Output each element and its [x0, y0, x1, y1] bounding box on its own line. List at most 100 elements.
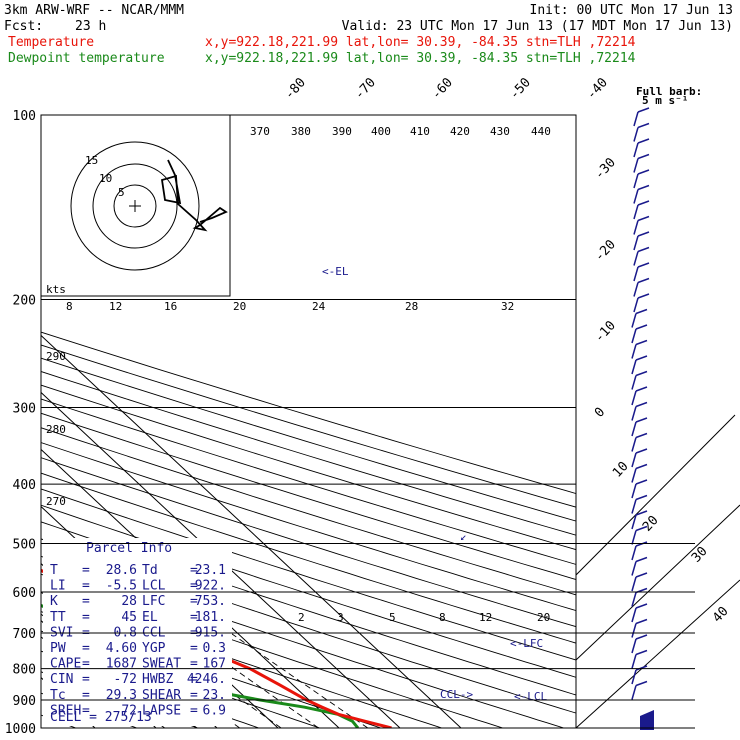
wind-barb-flag [635, 634, 648, 640]
wind-barb-flag [637, 169, 650, 175]
isotherm [41, 391, 401, 728]
parcel-value2: 0.3 [203, 641, 226, 656]
isotherm-label: -60 [429, 75, 456, 102]
parcel-eq: = [82, 563, 90, 578]
wind-barb-flag [637, 293, 650, 299]
scale-12: 12 [109, 300, 122, 313]
parcel-key: T [50, 563, 58, 578]
theta-370: 370 [250, 125, 270, 138]
isotherm-label: -30 [592, 155, 619, 182]
parcel-key2: YGP [142, 641, 166, 656]
mixing-ratio-8: 8 [439, 611, 446, 624]
wind-barb-shaft [631, 483, 637, 499]
parcel-eq: = [82, 641, 90, 656]
isotherm [41, 334, 462, 728]
model-title: 3km ARW-WRF -- NCAR/MMM [4, 3, 184, 18]
wind-barb-flag [635, 510, 648, 516]
forecast-label: Fcst: [4, 19, 43, 34]
parcel-key: Tc [50, 688, 66, 703]
wind-barb-shaft [631, 452, 637, 468]
parcel-key: LI [50, 579, 66, 594]
parcel-eq2: = [190, 703, 198, 718]
temperature-info: x,y=922.18,221.99 lat,lon= 30.39, -84.35… [205, 35, 636, 50]
pressure-label-1000: 1000 [5, 722, 36, 737]
parcel-key2: SWEAT [142, 657, 181, 672]
pressure-label-700: 700 [13, 627, 36, 642]
parcel-key: TT [50, 610, 66, 625]
wind-barb-shaft [633, 297, 639, 313]
wind-barb-flag [637, 153, 650, 160]
parcel-value2: 6.9 [203, 703, 226, 718]
wind-barb-flag [637, 231, 650, 237]
valid-time: Valid: 23 UTC Mon 17 Jun 13 (17 MDT Mon … [342, 19, 733, 34]
pressure-label-900: 900 [13, 694, 36, 709]
parcel-value2: 753. [195, 594, 226, 609]
wind-barb-flag [635, 680, 648, 687]
isotherm-extension [575, 579, 740, 729]
isotherm-label: 0 [592, 405, 608, 421]
theta-420: 420 [450, 125, 470, 138]
parcel-value2: 23.1 [195, 563, 226, 578]
parcel-eq2: = [190, 610, 198, 625]
wind-legend-title: Full barb: [636, 85, 702, 98]
theta-400: 400 [371, 125, 391, 138]
wind-barbs [631, 107, 654, 730]
wind-barb-shaft [631, 499, 637, 514]
wind-barb-shaft [631, 576, 637, 592]
dry-adiabat [41, 357, 576, 522]
theta-e-labels: 370 380 390 400 410 420 430 440 [250, 125, 551, 138]
theta-410: 410 [410, 125, 430, 138]
parcel-value: 45 [121, 610, 137, 625]
parcel-eq: = [82, 657, 90, 672]
isotherm-extension [575, 414, 736, 576]
init-time: Init: 00 UTC Mon 17 Jun 13 [530, 3, 734, 18]
pressure-label-400: 400 [13, 478, 36, 493]
wind-barb-shaft [633, 220, 639, 235]
wind-barb-shaft [631, 359, 637, 375]
scale-28: 28 [405, 300, 418, 313]
dry-adiabat [41, 412, 576, 580]
wind-barb-flag [635, 386, 648, 392]
wind-barb-flag [635, 432, 648, 439]
isotherm-label: -70 [352, 75, 379, 102]
scale-16: 16 [164, 300, 177, 313]
dry-adiabat [41, 611, 381, 728]
wind-barb-shaft [631, 545, 637, 561]
wind-barb-shaft [631, 638, 637, 654]
wind-barb-flag [635, 603, 648, 609]
wind-barb-flag [635, 572, 648, 578]
parcel-eq2: = [190, 563, 198, 578]
wind-barb-flag [635, 355, 648, 361]
hodo-units: kts [46, 283, 66, 296]
parcel-key2: LFC [142, 594, 165, 609]
parcel-value2: 4246. [187, 672, 226, 687]
dry-adiabat [41, 488, 576, 661]
hodo-ring-5: 5 [118, 186, 125, 199]
parcel-value2: 23. [203, 688, 226, 703]
wind-barb-flag [635, 308, 648, 315]
parcel-eq: = [82, 579, 90, 594]
wind-barb-flag [637, 246, 650, 253]
parcel-key: K [50, 594, 58, 609]
isotherm-label: -80 [282, 75, 309, 102]
wind-barb-flag [635, 525, 648, 532]
wind-barb-shaft [633, 111, 639, 127]
scale-32: 32 [501, 300, 514, 313]
scale-8: 8 [66, 300, 73, 313]
wind-barb-shaft [631, 685, 637, 700]
dry-adiabat [41, 331, 576, 495]
wind-barb-flag [635, 618, 648, 625]
dry-adiabat [41, 592, 442, 728]
wind-barb-flag [635, 556, 648, 563]
parcel-value: 29.3 [106, 688, 137, 703]
wind-barb-flag [637, 215, 650, 222]
parcel-info-panel: Parcel Info T = 28.6 Td 23.1=LI = -5.5 LCL 922.=… [43, 538, 232, 726]
parcel-key2: HWBZ [142, 672, 173, 687]
pressure-axis: 100 200 300 400 500 600 700 800 900 1000 [5, 109, 36, 737]
parcel-eq2: = [190, 657, 198, 672]
hodograph: 5 10 15 kts [40, 114, 231, 297]
wind-barb-shaft [631, 514, 637, 530]
parcel-key2: LCL [142, 579, 166, 594]
parcel-info-title: Parcel Info [86, 541, 172, 556]
